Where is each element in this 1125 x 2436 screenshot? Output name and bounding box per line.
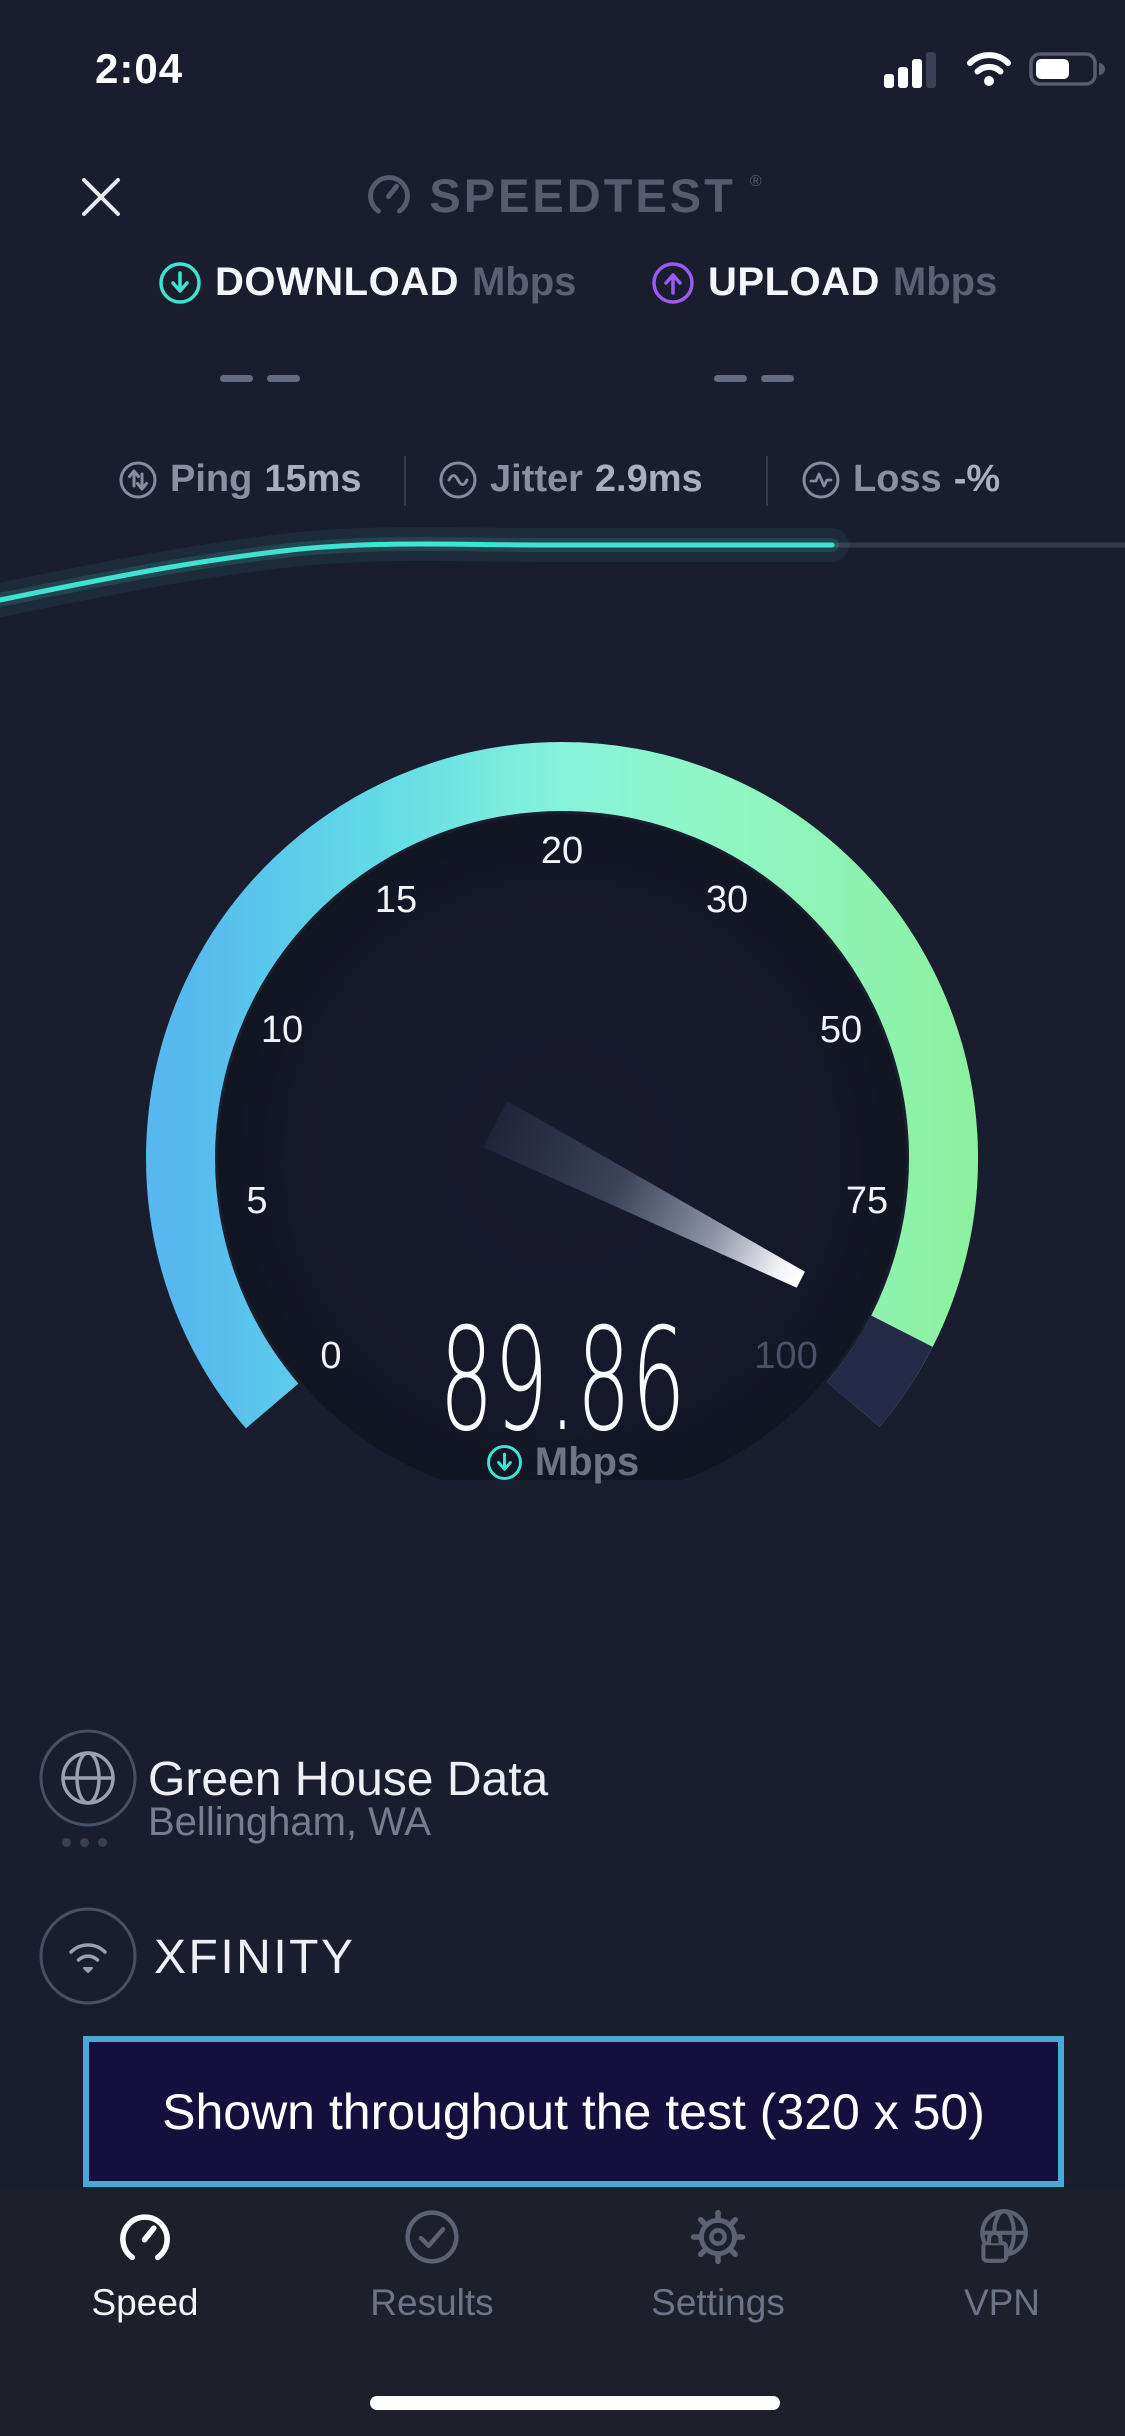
download-unit: Mbps xyxy=(471,260,577,304)
close-icon[interactable] xyxy=(77,173,125,221)
speedtest-gauge-icon xyxy=(368,174,411,213)
jitter-stat: Jitter 2.9ms xyxy=(438,458,703,501)
tab-vpn[interactable]: VPN xyxy=(892,2206,1112,2324)
gauge-tick-labels: 0 5 10 15 20 30 50 75 100 xyxy=(246,830,888,1377)
download-arrow-icon xyxy=(486,1445,522,1480)
loss-stat: Loss -% xyxy=(801,458,1000,501)
settings-tab-icon xyxy=(690,2209,746,2265)
download-header: DOWNLOAD Mbps xyxy=(158,260,576,305)
current-speed-unit: Mbps xyxy=(534,1440,640,1484)
upload-unit: Mbps xyxy=(892,260,998,304)
tab-results[interactable]: Results xyxy=(322,2206,542,2324)
results-tab-icon xyxy=(405,2210,459,2264)
cellular-signal-icon xyxy=(884,52,936,88)
status-time: 2:04 xyxy=(95,45,184,92)
current-speed-value: 89.86 xyxy=(439,1298,686,1463)
wifi-icon xyxy=(967,52,1011,86)
jitter-label: Jitter xyxy=(490,458,583,500)
svg-text:0: 0 xyxy=(320,1335,341,1377)
svg-text:10: 10 xyxy=(261,1009,303,1051)
svg-text:50: 50 xyxy=(820,1009,862,1051)
loss-label: Loss xyxy=(853,458,942,500)
upload-header: UPLOAD Mbps xyxy=(651,260,997,305)
tab-speed[interactable]: Speed xyxy=(35,2206,255,2324)
ping-stat: Ping 15ms xyxy=(118,458,362,501)
download-label: DOWNLOAD xyxy=(215,260,459,304)
more-options-dots[interactable] xyxy=(62,1838,107,1847)
tab-results-label: Results xyxy=(370,2282,494,2323)
tab-speed-label: Speed xyxy=(91,2282,199,2323)
tab-vpn-label: VPN xyxy=(963,2282,1041,2323)
server-location: Bellingham, WA xyxy=(148,1800,432,1844)
logo-text: SPEEDTEST xyxy=(429,169,736,222)
svg-text:5: 5 xyxy=(246,1180,267,1222)
download-value-placeholder xyxy=(220,375,300,382)
divider xyxy=(766,456,768,506)
svg-text:15: 15 xyxy=(375,879,417,921)
tab-settings-label: Settings xyxy=(651,2282,785,2323)
speedtest-logo: SPEEDTEST ® xyxy=(0,168,1125,223)
jitter-icon xyxy=(439,461,477,498)
download-arrow-icon xyxy=(159,261,201,304)
connection-name: XFINITY xyxy=(154,1931,356,1984)
gauge-needle xyxy=(483,1100,805,1288)
speed-gauge: 0 5 10 15 20 30 50 75 100 xyxy=(146,742,978,1480)
vpn-tab-icon xyxy=(980,2209,1028,2263)
server-globe-icon xyxy=(39,1729,137,1827)
ad-banner-text: Shown throughout the test (320 x 50) xyxy=(162,2083,985,2140)
gauge-arc-remainder xyxy=(826,1315,933,1427)
current-speed-row: 89.86 xyxy=(0,1298,1125,1463)
speed-tab-icon xyxy=(120,2214,170,2261)
gauge-arc xyxy=(146,742,978,1429)
logo-trademark: ® xyxy=(749,172,762,190)
connection-wifi-icon xyxy=(39,1907,137,2005)
divider xyxy=(404,456,406,506)
battery-icon xyxy=(1029,52,1105,86)
home-indicator[interactable] xyxy=(370,2396,780,2410)
tab-bar xyxy=(0,2188,1125,2436)
tab-settings[interactable]: Settings xyxy=(608,2206,828,2324)
upload-value-placeholder xyxy=(714,375,794,382)
upload-arrow-icon xyxy=(652,261,694,304)
ad-banner[interactable]: Shown throughout the test (320 x 50) xyxy=(83,2036,1064,2187)
svg-text:100: 100 xyxy=(754,1335,817,1377)
svg-text:20: 20 xyxy=(541,830,583,872)
throughput-sparkline xyxy=(0,527,1125,618)
svg-text:30: 30 xyxy=(706,879,748,921)
server-name: Green House Data xyxy=(148,1753,549,1806)
svg-text:75: 75 xyxy=(846,1180,888,1222)
ping-label: Ping xyxy=(170,458,253,500)
upload-label: UPLOAD xyxy=(708,260,880,304)
current-speed-unit-row: Mbps xyxy=(0,1440,1125,1485)
ping-icon xyxy=(119,461,157,498)
loss-icon xyxy=(802,461,840,498)
